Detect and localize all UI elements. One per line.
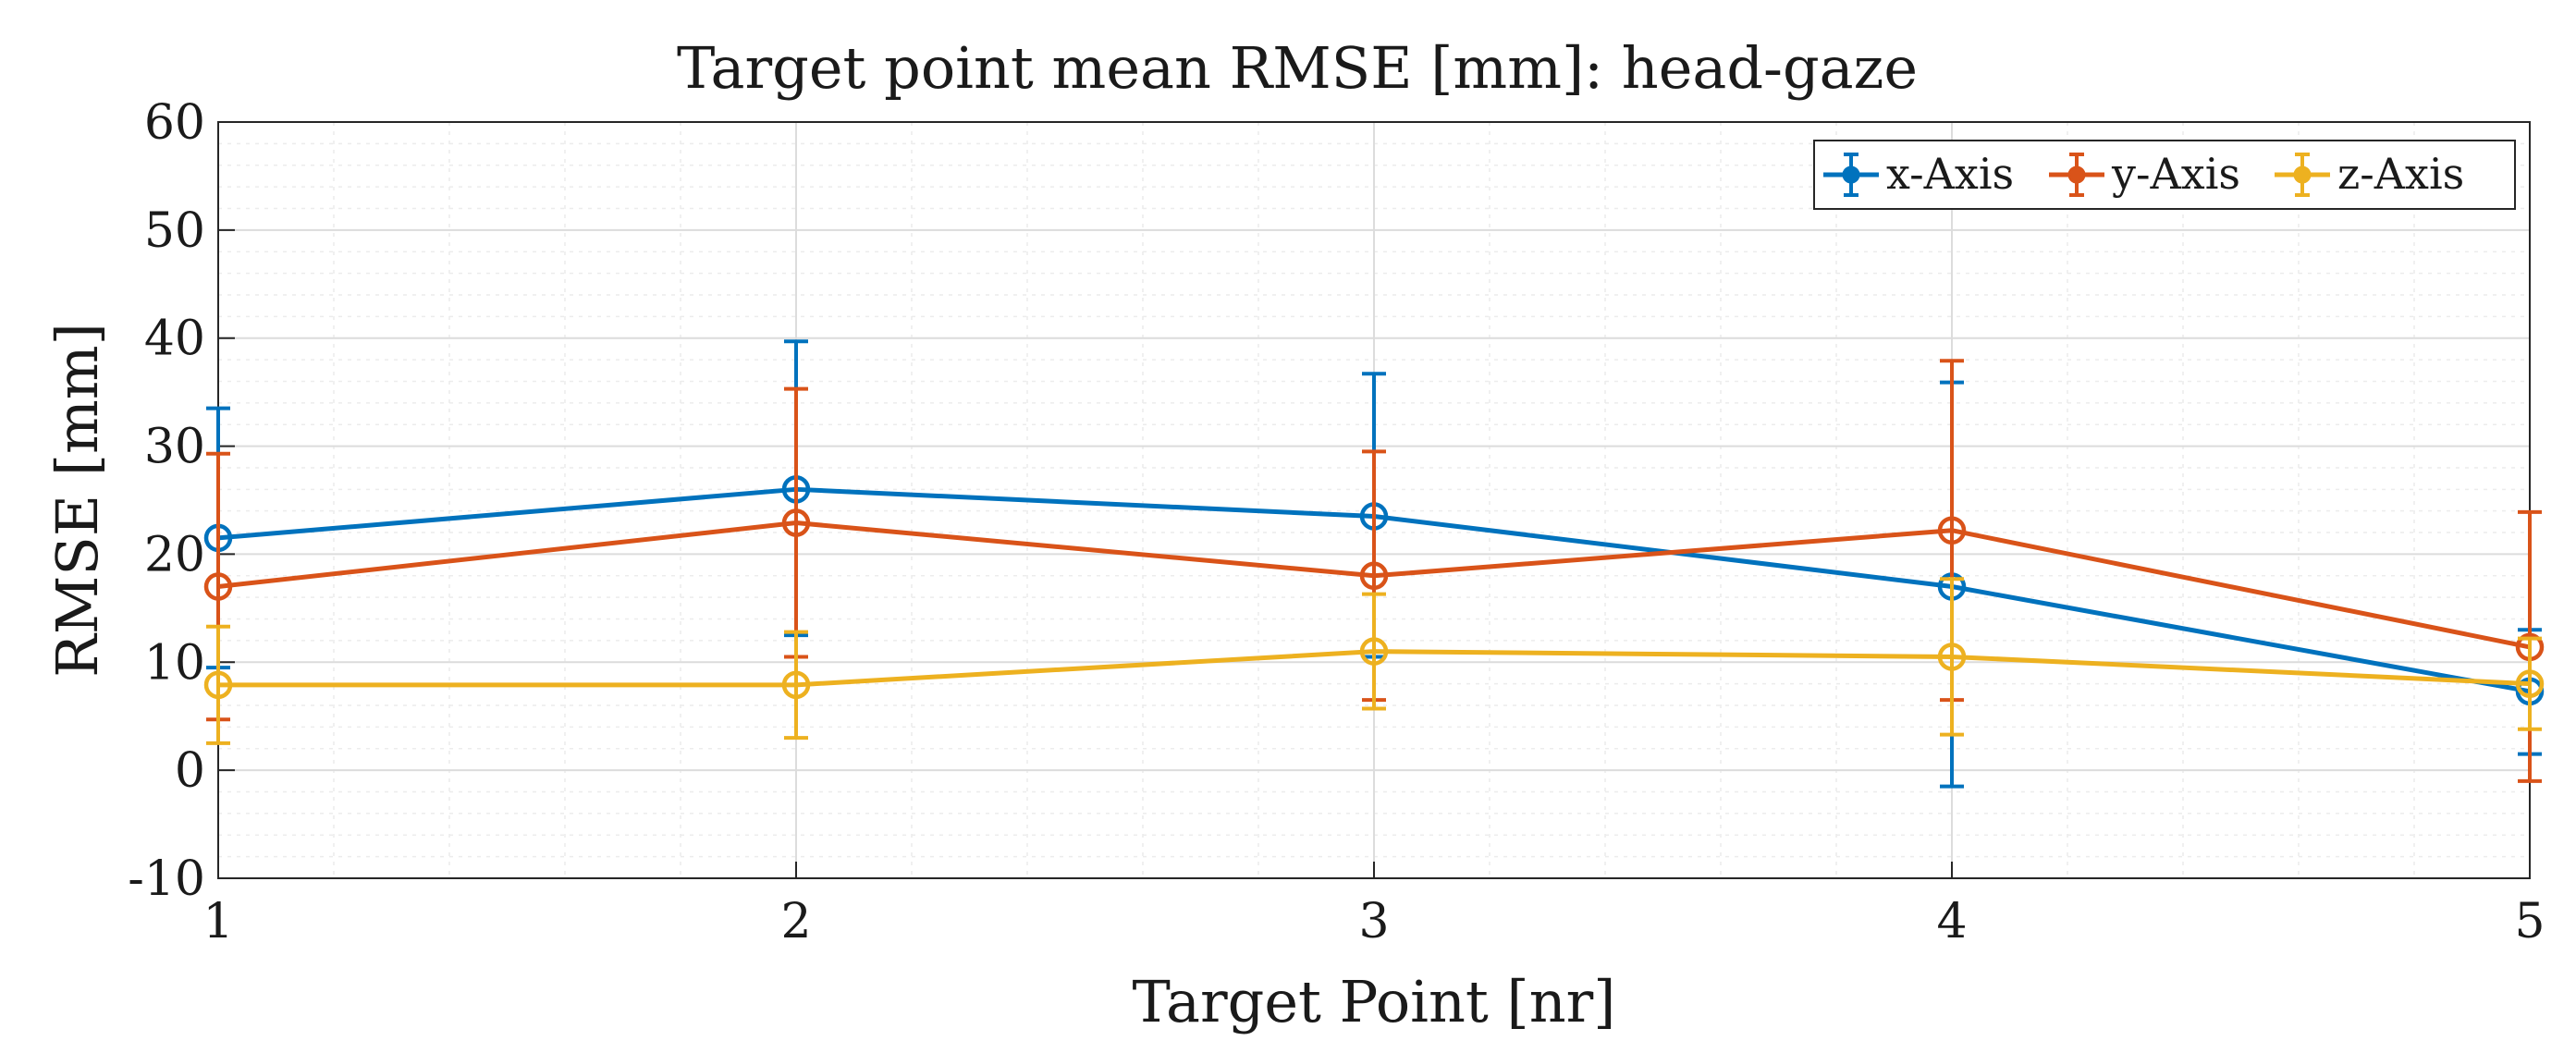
data-point [1359, 561, 1389, 591]
data-point [1937, 516, 1967, 545]
legend-entry-x-axis[interactable]: x-Axis [1823, 149, 2014, 199]
y-tick-label: -10 [128, 851, 205, 907]
y-tick-label: 0 [175, 743, 205, 799]
x-tick-label: 3 [1358, 894, 1389, 949]
y-axis-ticks: -10 0 10 20 30 40 50 60 [128, 95, 235, 907]
legend-marker [2293, 165, 2312, 184]
x-axis-ticks: 1 2 3 4 5 [202, 862, 2545, 949]
series-y-axis [203, 359, 2545, 783]
y-axis-label: RMSE [mm] [43, 323, 111, 678]
legend[interactable]: x-Axis y-Axis z-Axis [1813, 140, 2516, 210]
x-tick-label: 1 [202, 894, 233, 949]
data-point [203, 572, 233, 601]
x-tick-label: 2 [780, 894, 811, 949]
legend-box [1813, 140, 2516, 210]
y-tick-label: 40 [144, 312, 205, 367]
y-tick-label: 10 [144, 635, 205, 691]
legend-label: z-Axis [2337, 149, 2464, 199]
y-tick-label: 20 [144, 527, 205, 582]
series-z-axis [203, 577, 2545, 745]
x-tick-label: 5 [2514, 894, 2545, 949]
legend-label: y-Axis [2111, 149, 2240, 199]
x-axis-label: Target Point [nr] [1132, 968, 1615, 1035]
legend-marker [1842, 165, 1860, 184]
y-tick-label: 60 [144, 95, 205, 151]
data-point [1937, 643, 1967, 671]
data-point [1359, 637, 1389, 666]
legend-marker [2067, 165, 2086, 184]
y-tick-label: 30 [144, 420, 205, 475]
legend-entry-z-axis[interactable]: z-Axis [2275, 149, 2464, 199]
data-point [203, 670, 233, 700]
chart-title: Target point mean RMSE [mm]: head-gaze [677, 34, 1918, 102]
data-point [781, 670, 811, 700]
data-point [2515, 669, 2545, 698]
x-tick-label: 4 [1936, 894, 1967, 949]
legend-entry-y-axis[interactable]: y-Axis [2049, 149, 2240, 199]
y-tick-label: 50 [144, 203, 205, 259]
legend-label: x-Axis [1886, 149, 2014, 199]
data-point [781, 508, 811, 537]
series-layer [203, 339, 2545, 789]
